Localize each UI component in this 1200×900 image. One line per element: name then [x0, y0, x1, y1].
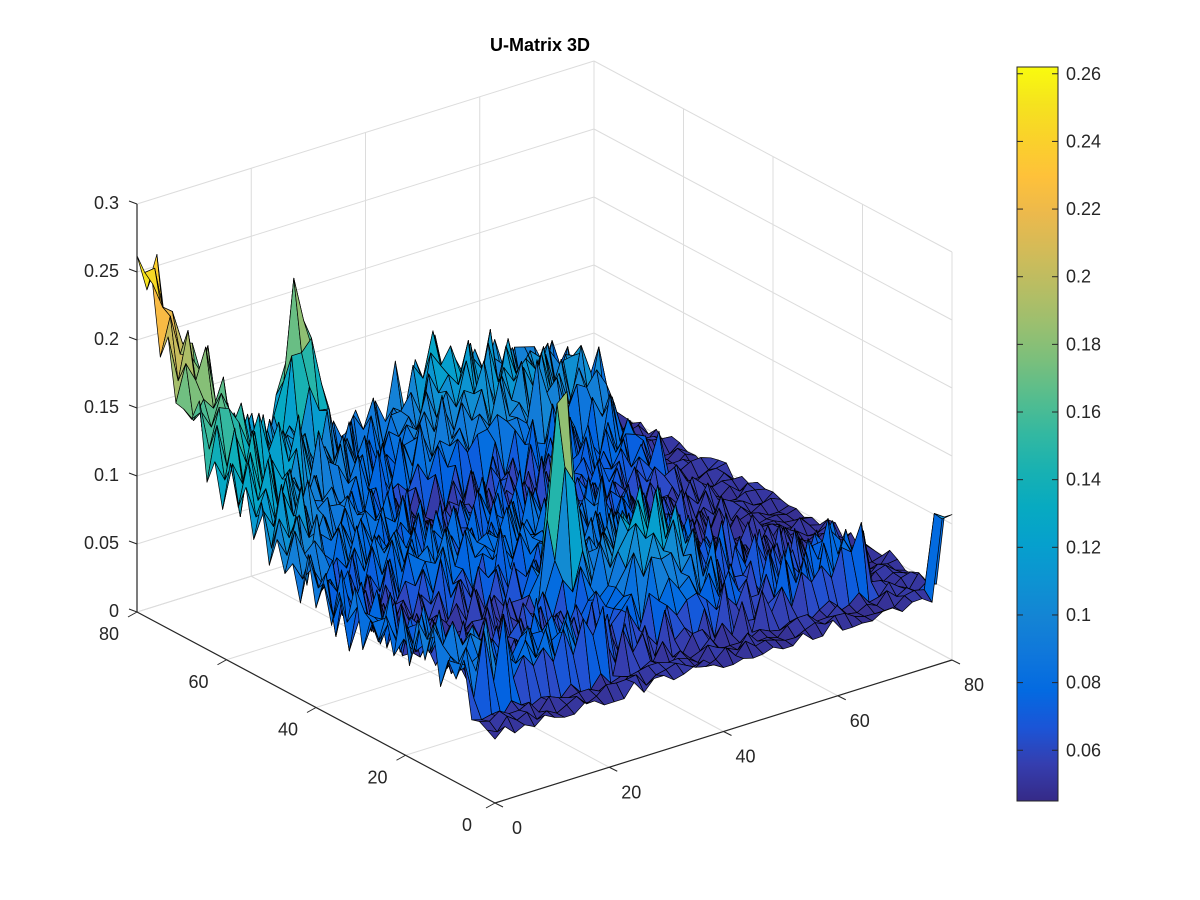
colorbar-tick-label: 0.08	[1066, 673, 1101, 693]
colorbar-tick-label: 0.22	[1066, 199, 1101, 219]
x-tick-label: 80	[964, 675, 984, 695]
y-tick-label: 80	[99, 624, 119, 644]
y-tick-label: 60	[188, 672, 208, 692]
colorbar-tick-label: 0.18	[1066, 334, 1101, 354]
colorbar-tick-label: 0.14	[1066, 470, 1101, 490]
z-tick-label: 0.3	[94, 193, 119, 213]
colorbar-tick-label: 0.06	[1066, 740, 1101, 760]
colorbar-tick-label: 0.24	[1066, 131, 1101, 151]
colorbar-gradient	[1016, 66, 1059, 802]
z-tick-label: 0	[109, 601, 119, 621]
colorbar-tick-label: 0.2	[1066, 267, 1091, 287]
x-tick-label: 60	[850, 711, 870, 731]
colorbar-tick-label: 0.16	[1066, 402, 1101, 422]
chart-title: U-Matrix 3D	[490, 35, 590, 55]
z-tick-label: 0.15	[84, 397, 119, 417]
surface-mesh	[136, 253, 953, 740]
y-tick-label: 0	[462, 815, 472, 835]
colorbar-tick-label: 0.12	[1066, 537, 1101, 557]
y-tick-label: 20	[367, 767, 387, 787]
z-tick-label: 0.2	[94, 329, 119, 349]
surface-patch	[933, 513, 953, 520]
z-tick-label: 0.1	[94, 465, 119, 485]
x-tick-label: 0	[512, 818, 522, 838]
z-tick-label: 0.25	[84, 261, 119, 281]
z-tick-label: 0.05	[84, 533, 119, 553]
colorbar-tick-label: 0.26	[1066, 64, 1101, 84]
tick-labels: 0 20 40 60 80 0 20 40 60 80 0 0.05 0.1 0.15 0.2 0.25 0.3	[84, 193, 984, 838]
y-tick-label: 40	[278, 720, 298, 740]
colorbar-ticks: 0.06 0.08 0.1 0.12 0.14 0.16 0.18 0.2 0.22 0.24 0.…	[1017, 64, 1101, 760]
axes-lines	[127, 200, 961, 809]
colorbar: 0.06 0.08 0.1 0.12 0.14 0.16 0.18 0.2 0.22 0.24 0.…	[1016, 64, 1101, 802]
x-tick-label: 40	[735, 747, 755, 767]
colorbar-tick-label: 0.1	[1066, 605, 1091, 625]
x-tick-label: 20	[621, 782, 641, 802]
